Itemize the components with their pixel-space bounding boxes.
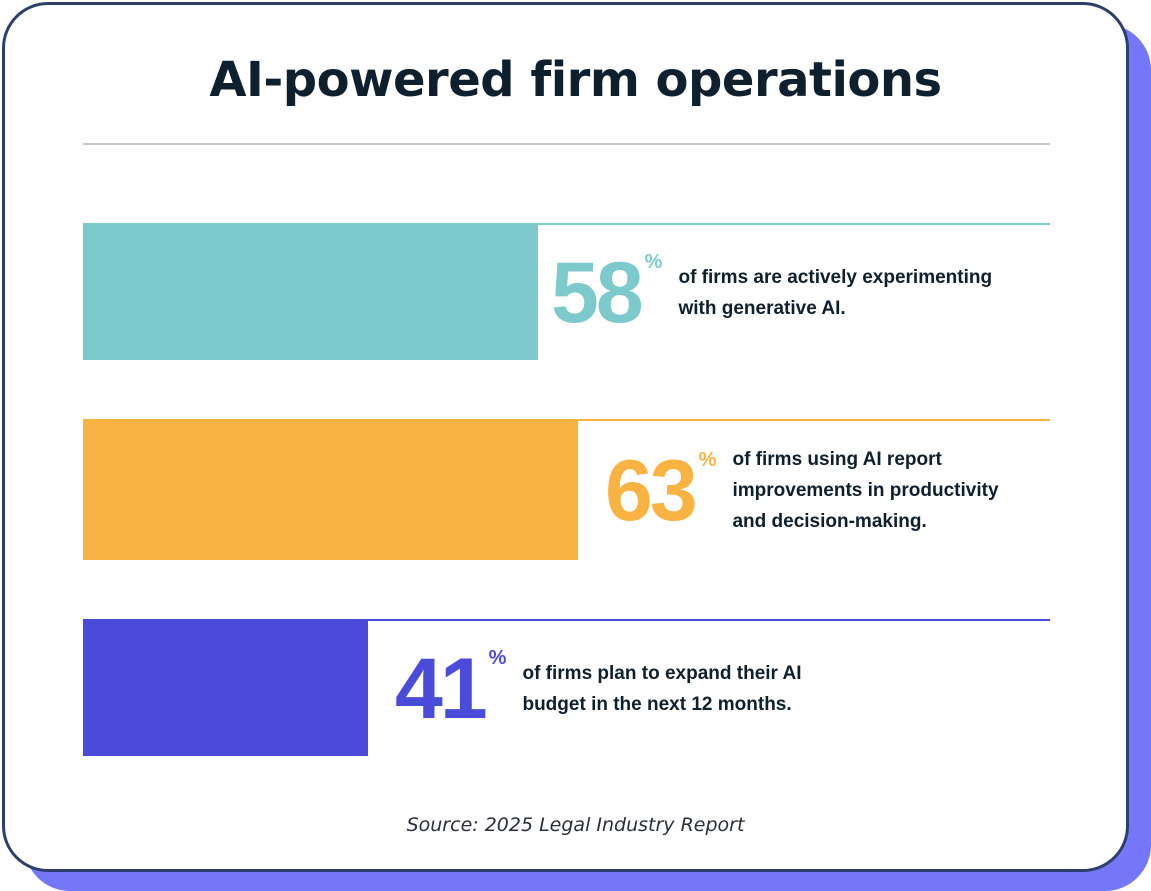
value-description: of firms using AI report improvements in… bbox=[732, 449, 999, 532]
bar bbox=[83, 619, 368, 756]
value-description: of firms are actively experimenting with… bbox=[678, 266, 993, 319]
bar bbox=[83, 223, 538, 360]
source-note: Source: 2025 Legal Industry Report bbox=[406, 814, 745, 836]
bar bbox=[83, 419, 578, 560]
percent-sign: % bbox=[488, 646, 507, 669]
stat-group: 41 % of firms plan to expand their AI bu… bbox=[395, 621, 1050, 756]
bar-row bbox=[83, 419, 1050, 560]
percent-sign: % bbox=[698, 448, 717, 471]
title-divider bbox=[83, 143, 1050, 145]
bar-row bbox=[83, 619, 1050, 756]
row-top-line bbox=[83, 223, 1050, 225]
value-description: of firms plan to expand their AI budget … bbox=[522, 662, 802, 715]
stat-group: 63 % of firms using AI report improvemen… bbox=[605, 421, 1050, 560]
value-group: 41 % bbox=[395, 646, 506, 732]
row-top-line bbox=[83, 619, 1050, 621]
value-label: 63 bbox=[605, 442, 698, 539]
value-label: 41 bbox=[395, 640, 488, 737]
percent-sign: % bbox=[644, 250, 663, 273]
value-group: 63 % bbox=[605, 448, 716, 534]
value-label: 58 bbox=[551, 244, 644, 341]
value-group: 58 % bbox=[551, 250, 662, 336]
bar-row bbox=[83, 223, 1050, 360]
chart-title: AI-powered firm operations bbox=[209, 52, 942, 108]
stat-group: 58 % of firms are actively experimenting… bbox=[551, 225, 1050, 360]
